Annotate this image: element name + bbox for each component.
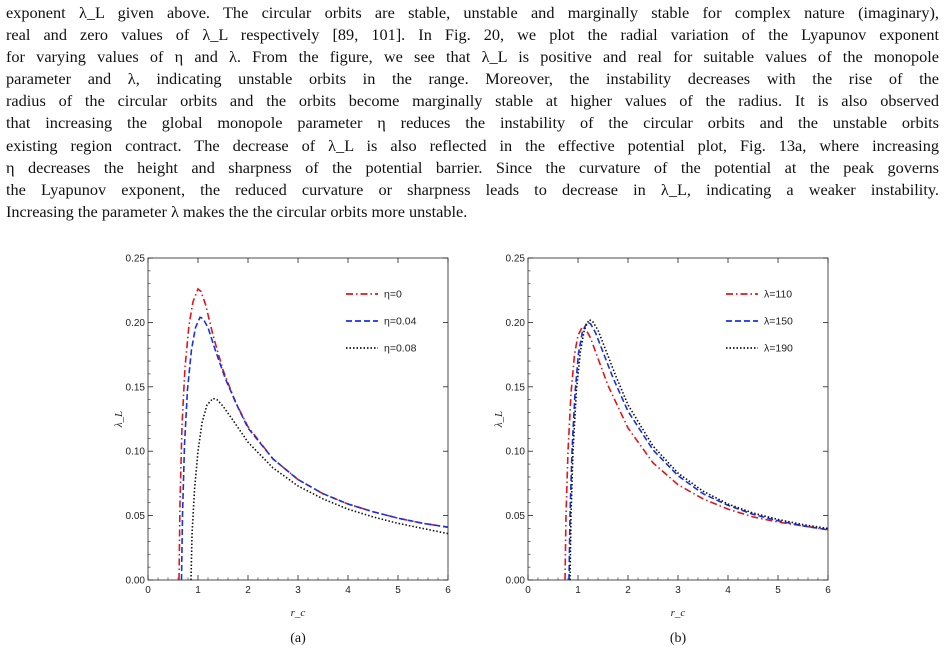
legend-label-2: η=0.04	[384, 316, 417, 328]
y-tick-label: 0.10	[126, 447, 146, 458]
x-tick-label: 5	[395, 585, 401, 596]
y-tick-label: 0.05	[126, 511, 146, 522]
paragraph-line: η decreases the height and sharpness of …	[6, 157, 939, 177]
legend-label-3: η=0.08	[384, 343, 417, 355]
x-tick-label: 5	[775, 585, 781, 596]
figure-caption: (a)	[290, 631, 306, 646]
y-tick-label: 0.25	[506, 254, 526, 265]
series-line-2	[568, 321, 828, 580]
y-tick-label: 0.15	[506, 382, 526, 393]
figure-caption: (b)	[670, 631, 687, 646]
x-tick-label: 4	[725, 585, 731, 596]
plot-frame	[147, 257, 449, 581]
x-tick-label: 0	[525, 585, 531, 596]
y-tick-label: 0.00	[506, 576, 526, 587]
x-axis-label: r_c	[291, 607, 306, 619]
y-tick-label: 0.20	[506, 318, 526, 329]
plot-b-lyapunov-vs-rc: 0 1 2 3 4 5 6 0.00 0.05 0.10 0.15 0.20 0.25 r_c λ_L λ=1…	[493, 254, 831, 647]
legend-label-1: η=0	[384, 289, 402, 301]
x-tick-label: 2	[625, 585, 631, 596]
x-tick-label: 3	[295, 585, 301, 596]
paragraph-line: the Lyapunov exponent, the reduced curva…	[6, 179, 939, 199]
paragraph-line: Increasing the parameter λ makes the the…	[6, 201, 468, 221]
y-axis-label: λ_L	[113, 411, 125, 428]
y-tick-label: 0.25	[126, 254, 146, 265]
paragraph-line: exponent λ_L given above. The circular o…	[6, 3, 939, 22]
plot-a-lyapunov-vs-rc: 0 1 2 3 4 5 6 0.00 0.05 0.10 0.15 0.20 0.25 r_c λ_L η=0…	[113, 254, 451, 647]
x-tick-label: 1	[575, 585, 581, 596]
x-axis-label: r_c	[671, 607, 686, 619]
legend-label-3: λ=190	[764, 343, 793, 355]
y-axis-label: λ_L	[493, 411, 505, 428]
y-tick-label: 0.20	[126, 318, 146, 329]
paragraph-line: that increasing the global monopole para…	[6, 113, 939, 133]
y-tick-label: 0.10	[506, 447, 526, 458]
paragraph-line: for varying values of η and λ. From the …	[6, 47, 939, 67]
x-tick-label: 6	[825, 585, 831, 596]
series-line-3	[190, 397, 448, 580]
series-line-1	[564, 326, 828, 580]
y-tick-label: 0.00	[126, 576, 146, 587]
paragraph-line: radius of the circular orbits and the or…	[6, 91, 939, 111]
paragraph-line: parameter and λ, indicating unstable orb…	[6, 69, 939, 89]
y-tick-label: 0.05	[506, 511, 526, 522]
body-paragraph: exponent λ_L given above. The circular o…	[6, 2, 939, 223]
x-tick-label: 4	[345, 585, 351, 596]
legend-label-1: λ=110	[764, 289, 792, 301]
plot-frame	[527, 257, 829, 581]
y-tick-label: 0.15	[126, 382, 146, 393]
series-line-1	[178, 287, 448, 580]
x-tick-label: 6	[445, 585, 451, 596]
x-tick-label: 3	[675, 585, 681, 596]
paragraph-line: real and zero values of λ_L respectively…	[6, 25, 939, 45]
x-tick-label: 2	[245, 585, 251, 596]
series-line-2	[180, 316, 448, 580]
paragraph-line: existing region contract. The decrease o…	[6, 135, 939, 155]
series-line-3	[569, 318, 828, 580]
x-tick-label: 0	[145, 585, 151, 596]
legend-label-2: λ=150	[764, 316, 793, 328]
x-tick-label: 1	[195, 585, 201, 596]
